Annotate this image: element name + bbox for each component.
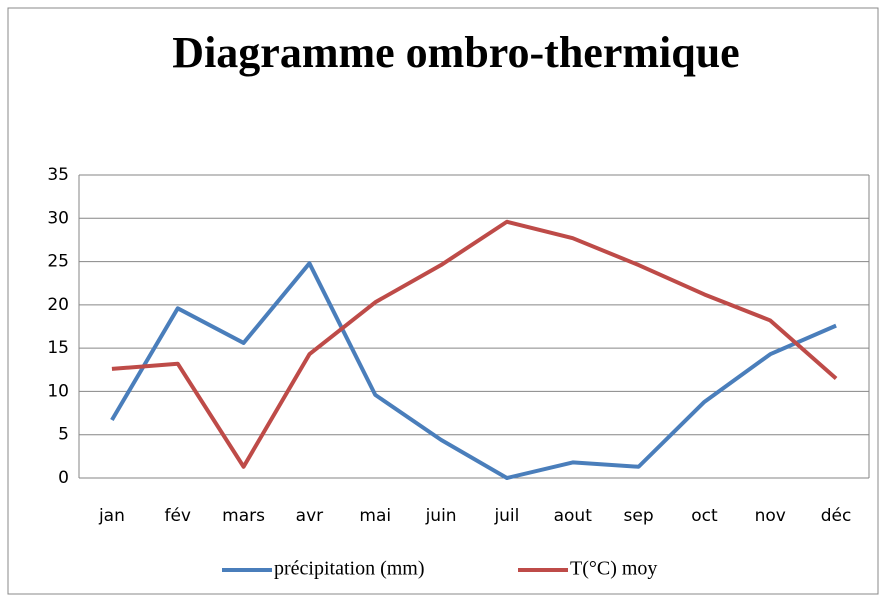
y-tick-label: 35	[47, 165, 69, 185]
legend-label: T(°C) moy	[570, 558, 657, 580]
y-tick-label: 15	[47, 338, 69, 358]
chart-title: Diagramme ombro-thermique	[172, 28, 739, 77]
series-line	[110, 261, 837, 480]
series-line	[111, 219, 838, 469]
y-tick-label: 30	[47, 208, 69, 228]
x-tick-label: oct	[691, 506, 718, 526]
x-tick-label: aout	[554, 506, 593, 526]
x-tick-label: avr	[296, 506, 323, 526]
chart-frame	[7, 7, 879, 595]
legend-label: précipitation (mm)	[274, 558, 425, 580]
x-tick-label: mars	[222, 506, 265, 526]
x-tick-label: jan	[98, 506, 125, 526]
x-tick-label: juin	[425, 506, 457, 526]
y-tick-label: 0	[58, 468, 69, 488]
x-tick-label: juil	[493, 506, 519, 526]
x-tick-label: mai	[359, 506, 391, 526]
y-tick-label: 25	[47, 252, 69, 272]
x-tick-label: déc	[821, 506, 852, 526]
x-tick-label: fév	[164, 506, 191, 526]
x-tick-label: sep	[624, 506, 654, 526]
y-tick-label: 10	[47, 381, 69, 401]
x-tick-label: nov	[755, 506, 786, 526]
y-tick-label: 5	[58, 425, 69, 445]
y-tick-label: 20	[47, 295, 69, 315]
